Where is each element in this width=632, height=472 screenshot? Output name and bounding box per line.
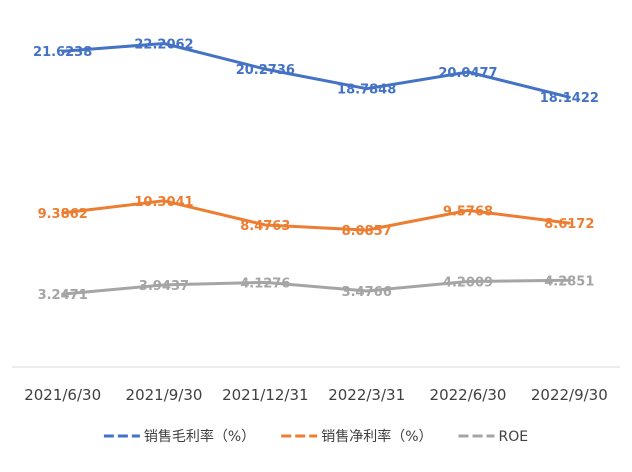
x-tick-label: 2022/9/30 xyxy=(531,386,608,404)
data-label: 4.1276 xyxy=(240,276,290,291)
x-tick-label: 2021/6/30 xyxy=(24,386,101,404)
legend-label: 销售净利率（%） xyxy=(321,428,432,445)
data-label: 22.2062 xyxy=(134,38,193,53)
data-label: 3.2471 xyxy=(38,288,88,303)
data-label: 3.9437 xyxy=(139,279,189,294)
series-line-2 xyxy=(61,199,571,232)
legend: 销售毛利率（%） 销售净利率（%） ROE xyxy=(103,428,529,445)
x-tick-labels: 2021/6/30 2021/9/30 2021/12/31 2022/3/31 202… xyxy=(24,386,608,404)
legend-item-1: 销售毛利率（%） xyxy=(103,428,255,445)
legend-label: ROE xyxy=(499,429,529,445)
data-label: 8.6172 xyxy=(544,217,594,232)
x-tick-label: 2021/12/31 xyxy=(222,386,308,404)
x-tick-label: 2021/9/30 xyxy=(126,386,203,404)
data-labels: 21.6238 22.2062 20.2736 18.7848 20.0477 18.14… xyxy=(33,38,599,304)
data-label: 21.6238 xyxy=(33,45,92,60)
data-label: 18.7848 xyxy=(337,83,396,98)
series-line-1 xyxy=(61,42,571,99)
data-label: 8.4763 xyxy=(240,219,290,234)
data-label: 10.3041 xyxy=(134,195,193,210)
data-label: 4.2009 xyxy=(443,275,493,290)
series-line-3 xyxy=(61,278,571,296)
x-tick-label: 2022/3/31 xyxy=(328,386,405,404)
data-label: 20.0477 xyxy=(438,66,497,81)
legend-item-2: 销售净利率（%） xyxy=(281,428,433,445)
data-label: 18.1422 xyxy=(540,91,599,106)
data-label: 3.4766 xyxy=(342,285,392,300)
series-lines xyxy=(61,42,571,296)
data-label: 9.5768 xyxy=(443,204,493,219)
data-label: 8.0857 xyxy=(342,224,392,239)
legend-item-3: ROE xyxy=(458,429,529,445)
data-label: 9.3862 xyxy=(38,207,88,222)
data-label: 4.2851 xyxy=(544,274,594,289)
x-tick-label: 2022/6/30 xyxy=(430,386,507,404)
legend-label: 销售毛利率（%） xyxy=(144,428,255,445)
data-label: 20.2736 xyxy=(236,63,295,78)
